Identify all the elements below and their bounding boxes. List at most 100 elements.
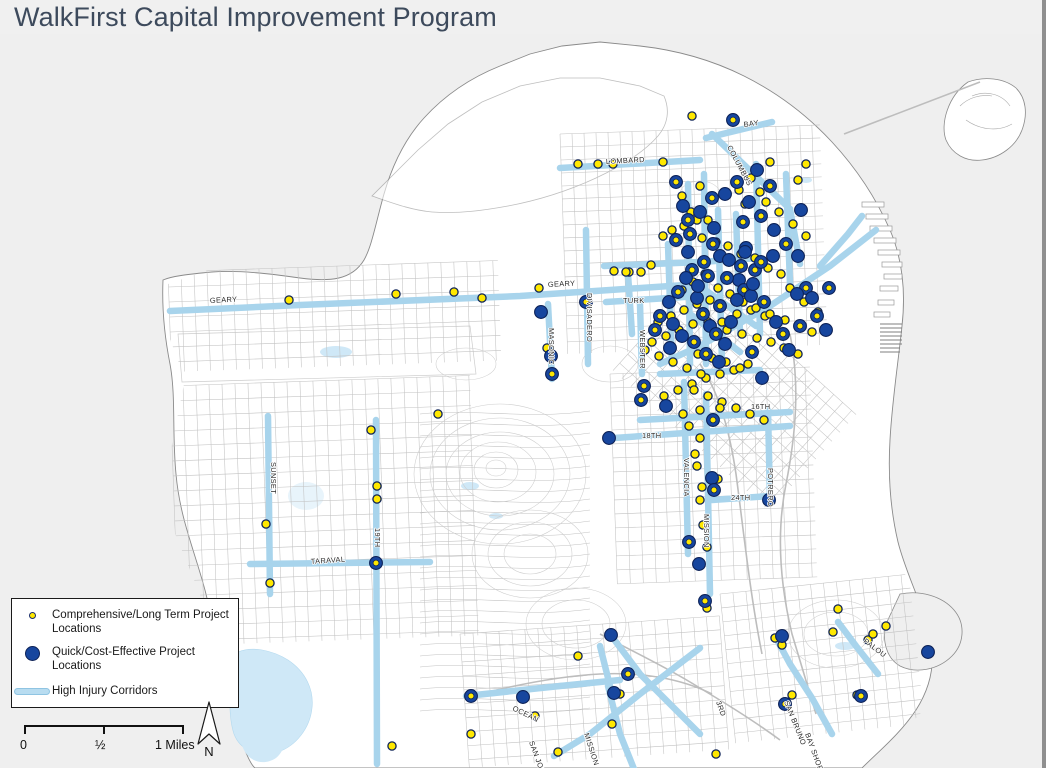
corridor-segment-9[interactable]: [372, 416, 381, 768]
comprehensive-project-marker[interactable]: [863, 635, 873, 645]
quick-project-marker[interactable]: [779, 237, 793, 251]
quick-project-marker[interactable]: [745, 345, 759, 359]
comprehensive-project-marker[interactable]: [695, 433, 705, 443]
quick-project-marker[interactable]: [534, 305, 548, 319]
quick-project-marker[interactable]: [706, 237, 720, 251]
corridor-segment-0[interactable]: [166, 280, 704, 315]
quick-project-marker[interactable]: [763, 179, 777, 193]
corridor-segment-30[interactable]: [604, 682, 638, 768]
quick-project-marker[interactable]: [693, 205, 707, 219]
quick-project-marker[interactable]: [699, 347, 713, 361]
quick-project-marker[interactable]: [369, 556, 383, 570]
comprehensive-project-marker[interactable]: [658, 157, 668, 167]
quick-project-marker[interactable]: [669, 175, 683, 189]
comprehensive-project-marker[interactable]: [713, 283, 723, 293]
comprehensive-project-marker[interactable]: [646, 260, 656, 270]
corridor-segment-8[interactable]: [264, 412, 274, 598]
quick-project-marker[interactable]: [682, 535, 696, 549]
quick-project-marker[interactable]: [696, 307, 710, 321]
corridor-segment-34[interactable]: [816, 212, 866, 270]
comprehensive-project-marker[interactable]: [776, 269, 786, 279]
quick-project-marker[interactable]: [687, 335, 701, 349]
quick-project-marker[interactable]: [676, 199, 690, 213]
comprehensive-project-marker[interactable]: [659, 391, 669, 401]
corridor-segment-35[interactable]: [624, 270, 636, 338]
quick-project-marker[interactable]: [726, 113, 740, 127]
quick-project-marker[interactable]: [705, 191, 719, 205]
corridor-segment-18[interactable]: [782, 170, 794, 288]
quick-project-marker[interactable]: [720, 271, 734, 285]
quick-project-marker[interactable]: [690, 291, 704, 305]
comprehensive-project-marker[interactable]: [534, 283, 544, 293]
quick-project-marker[interactable]: [669, 233, 683, 247]
comprehensive-project-marker[interactable]: [684, 421, 694, 431]
quick-project-marker[interactable]: [819, 323, 833, 337]
quick-project-marker[interactable]: [709, 327, 723, 341]
quick-project-marker[interactable]: [681, 213, 695, 227]
corridor-segment-22[interactable]: [656, 366, 764, 378]
quick-project-marker[interactable]: [707, 221, 721, 235]
comprehensive-project-marker[interactable]: [387, 741, 397, 751]
quick-project-marker[interactable]: [691, 279, 705, 293]
comprehensive-project-marker[interactable]: [801, 231, 811, 241]
quick-project-marker[interactable]: [766, 249, 780, 263]
quick-project-marker[interactable]: [734, 259, 748, 273]
comprehensive-project-marker[interactable]: [673, 385, 683, 395]
quick-project-marker[interactable]: [757, 295, 771, 309]
quick-project-marker[interactable]: [662, 295, 676, 309]
comprehensive-project-marker[interactable]: [723, 241, 733, 251]
comprehensive-project-marker[interactable]: [366, 425, 376, 435]
comprehensive-project-marker[interactable]: [696, 369, 706, 379]
comprehensive-project-marker[interactable]: [573, 651, 583, 661]
comprehensive-project-marker[interactable]: [433, 409, 443, 419]
comprehensive-project-marker[interactable]: [677, 191, 687, 201]
comprehensive-project-marker[interactable]: [688, 319, 698, 329]
quick-project-marker[interactable]: [718, 337, 732, 351]
quick-project-markers[interactable]: [369, 113, 935, 711]
quick-project-marker[interactable]: [683, 227, 697, 241]
quick-project-marker[interactable]: [666, 317, 680, 331]
comprehensive-project-marker[interactable]: [828, 627, 838, 637]
quick-project-marker[interactable]: [730, 293, 744, 307]
comprehensive-project-marker[interactable]: [647, 337, 657, 347]
comprehensive-project-marker[interactable]: [711, 749, 721, 759]
comprehensive-project-marker[interactable]: [751, 303, 761, 313]
quick-project-marker[interactable]: [736, 215, 750, 229]
comprehensive-project-marker[interactable]: [774, 207, 784, 217]
comprehensive-project-marker[interactable]: [553, 747, 563, 757]
quick-project-marker[interactable]: [754, 255, 768, 269]
quick-project-marker[interactable]: [675, 329, 689, 343]
comprehensive-project-marker[interactable]: [690, 449, 700, 459]
comprehensive-project-marker[interactable]: [868, 629, 878, 639]
quick-project-marker[interactable]: [671, 285, 685, 299]
comprehensive-project-marker[interactable]: [695, 181, 705, 191]
comprehensive-project-marker[interactable]: [607, 719, 617, 729]
comprehensive-project-marker[interactable]: [697, 233, 707, 243]
corridor-segment-20[interactable]: [610, 422, 794, 442]
quick-project-marker[interactable]: [790, 287, 804, 301]
comprehensive-project-marker[interactable]: [765, 309, 775, 319]
comprehensive-project-marker[interactable]: [833, 604, 843, 614]
comprehensive-project-marker[interactable]: [372, 494, 382, 504]
corridor-segment-27[interactable]: [606, 630, 704, 738]
comprehensive-project-marker[interactable]: [715, 403, 725, 413]
comprehensive-project-marker[interactable]: [703, 391, 713, 401]
comprehensive-project-marker[interactable]: [661, 331, 671, 341]
quick-project-marker[interactable]: [730, 175, 744, 189]
quick-project-marker[interactable]: [713, 299, 727, 313]
comprehensive-project-marker[interactable]: [530, 711, 540, 721]
comprehensive-project-marker[interactable]: [695, 405, 705, 415]
quick-project-marker[interactable]: [750, 163, 764, 177]
comprehensive-project-marker[interactable]: [640, 345, 650, 355]
quick-project-marker[interactable]: [778, 697, 792, 711]
corridor-segment-10[interactable]: [246, 558, 434, 568]
comprehensive-project-marker[interactable]: [735, 363, 745, 373]
quick-project-marker[interactable]: [516, 690, 530, 704]
comprehensive-project-marker[interactable]: [284, 295, 294, 305]
quick-project-marker[interactable]: [653, 309, 667, 323]
corridor-segment-1[interactable]: [556, 156, 704, 172]
quick-project-marker[interactable]: [692, 557, 706, 571]
quick-project-marker[interactable]: [744, 289, 758, 303]
corridor-segment-31[interactable]: [772, 634, 836, 738]
quick-project-marker[interactable]: [805, 291, 819, 305]
